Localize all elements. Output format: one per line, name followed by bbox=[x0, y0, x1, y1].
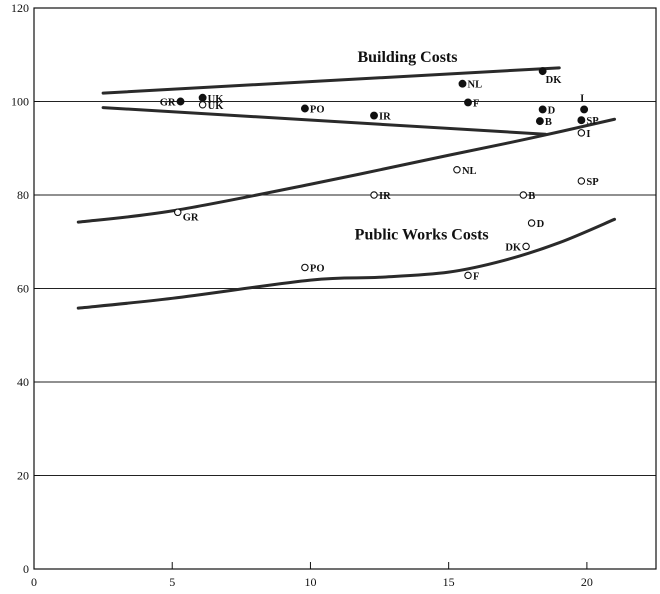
building-point-po bbox=[300, 104, 309, 113]
y-tick-label: 60 bbox=[17, 282, 29, 296]
public-works-label-d: D bbox=[537, 219, 545, 230]
x-tick-label: 20 bbox=[581, 575, 593, 589]
building-point-b bbox=[535, 117, 544, 126]
public-works-point-f bbox=[464, 271, 472, 280]
trend-line-2 bbox=[101, 106, 547, 136]
building-point-ir bbox=[370, 111, 378, 120]
public-works-label-f: F bbox=[473, 271, 479, 282]
public-works-label-po: PO bbox=[310, 263, 325, 274]
building-point-i bbox=[580, 105, 589, 114]
x-tick-label: 5 bbox=[169, 575, 175, 589]
public-works-label-ir: IR bbox=[379, 191, 391, 202]
x-tick-label: 15 bbox=[443, 575, 455, 589]
building-point-dk bbox=[538, 67, 547, 76]
x-tick-label: 10 bbox=[304, 575, 316, 589]
building-label-i: I bbox=[580, 93, 584, 104]
annotation-2: Public Works Costs bbox=[355, 226, 489, 243]
grid-lines bbox=[34, 101, 656, 476]
public-works-label-gr: GR bbox=[183, 212, 199, 223]
chart-annotations: Building Costs Public Works Costs bbox=[355, 49, 489, 244]
building-label-b: B bbox=[545, 117, 552, 128]
trend-line-3 bbox=[76, 117, 617, 224]
building-label-nl: NL bbox=[467, 80, 482, 91]
annotation-1: Building Costs bbox=[357, 49, 457, 66]
public-works-label-dk: DK bbox=[505, 242, 522, 253]
public-works-point-d bbox=[527, 219, 536, 227]
building-label-po: PO bbox=[310, 105, 325, 116]
building-point-d bbox=[538, 105, 547, 114]
building-label-ir: IR bbox=[379, 112, 391, 123]
trend-line-1 bbox=[101, 66, 561, 95]
public-works-point-gr bbox=[174, 208, 182, 217]
y-tick-label: 0 bbox=[23, 562, 29, 576]
public-works-point-uk bbox=[198, 101, 207, 109]
y-tick-label: 120 bbox=[11, 1, 29, 15]
y-tick-label: 20 bbox=[17, 469, 29, 483]
public-works-point-dk bbox=[522, 242, 530, 251]
building-label-gr: GR bbox=[160, 98, 176, 109]
building-point-f bbox=[464, 98, 472, 107]
public-works-label-sp: SP bbox=[586, 177, 599, 188]
public-works-point-i bbox=[577, 129, 586, 137]
y-tick-label: 80 bbox=[17, 188, 29, 202]
public-works-label-i: I bbox=[586, 129, 590, 140]
x-tick-label: 0 bbox=[31, 575, 37, 589]
building-point-gr bbox=[176, 97, 185, 106]
building-point-uk bbox=[198, 93, 207, 102]
y-tick-label: 100 bbox=[11, 95, 29, 109]
trend-line-4 bbox=[76, 217, 617, 310]
y-tick-label: 40 bbox=[17, 375, 29, 389]
public-works-label-b: B bbox=[528, 191, 535, 202]
public-works-point-nl bbox=[453, 166, 461, 174]
public-works-point-sp bbox=[577, 177, 586, 185]
public-works-point-po bbox=[301, 263, 309, 272]
axis-ticks: 0 20 40 60 80 100 120 0 5 10 15 20 bbox=[11, 1, 593, 589]
building-label-d: D bbox=[548, 105, 556, 116]
public-works-label-nl: NL bbox=[462, 166, 477, 177]
building-label-f: F bbox=[473, 98, 479, 109]
building-label-dk: DK bbox=[546, 75, 563, 86]
building-label-sp: SP bbox=[586, 116, 599, 127]
building-label-uk: UK bbox=[208, 94, 225, 105]
public-works-point-ir bbox=[370, 191, 378, 199]
public-works-point-b bbox=[519, 191, 528, 199]
trend-lines bbox=[76, 66, 617, 310]
building-point-nl bbox=[458, 79, 467, 88]
public-works-label-uk: UK bbox=[208, 101, 225, 112]
building-point-sp bbox=[577, 116, 586, 125]
